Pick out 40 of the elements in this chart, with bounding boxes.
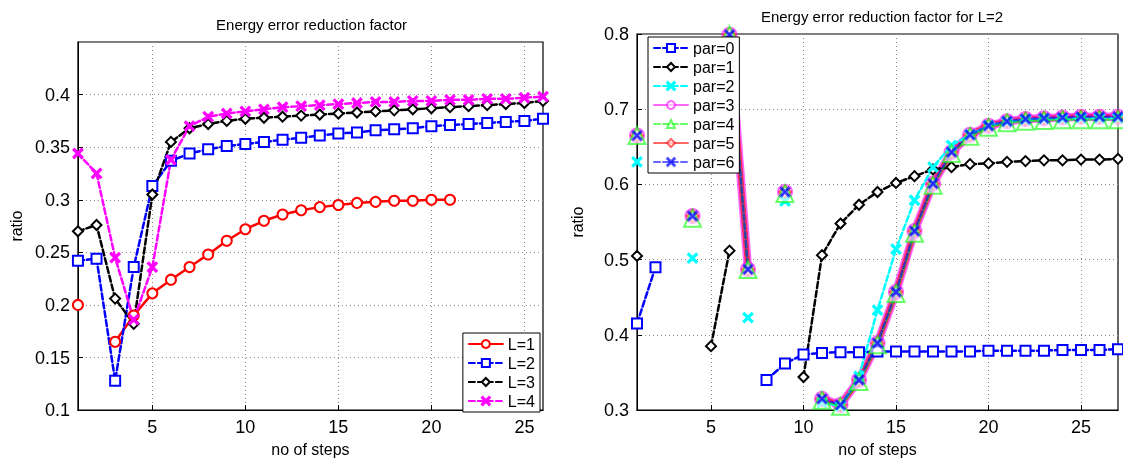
x-tick-label: 25 bbox=[1070, 417, 1092, 438]
legend-label: par=1 bbox=[693, 58, 735, 76]
x-tick-label: 5 bbox=[147, 417, 158, 438]
x-tick-label: 10 bbox=[793, 417, 814, 438]
legend-label: par=3 bbox=[693, 96, 735, 114]
x-tick-label: 15 bbox=[328, 417, 349, 438]
y-tick-label: 0.4 bbox=[603, 324, 629, 345]
x-tick-label: 20 bbox=[978, 417, 999, 438]
x-tick-label: 20 bbox=[421, 417, 442, 438]
y-tick-label: 0.2 bbox=[44, 294, 70, 315]
chart-title: Energy error reduction factor bbox=[216, 16, 407, 33]
y-axis-title: ratio bbox=[7, 210, 25, 242]
x-tick-label: 25 bbox=[514, 417, 535, 438]
x-axis-title: no of steps bbox=[838, 440, 917, 458]
y-tick-label: 0.8 bbox=[603, 24, 629, 44]
x-tick-label: 15 bbox=[885, 417, 907, 438]
x-axis-title: no of steps bbox=[271, 440, 350, 458]
legend-label: par=0 bbox=[693, 39, 735, 57]
legend-label: L=4 bbox=[507, 392, 536, 410]
legend-label: par=6 bbox=[693, 153, 735, 171]
legend-label: par=4 bbox=[693, 115, 735, 133]
legend-label: par=2 bbox=[693, 77, 735, 95]
y-tick-label: 0.6 bbox=[603, 174, 629, 195]
y-tick-label: 0.7 bbox=[603, 99, 629, 120]
y-tick-label: 0.1 bbox=[44, 400, 70, 421]
y-tick-label: 0.35 bbox=[34, 137, 70, 158]
legend-label: L=2 bbox=[507, 354, 536, 372]
y-axis-title: ratio bbox=[568, 206, 586, 238]
y-tick-label: 0.15 bbox=[34, 347, 70, 368]
y-tick-label: 0.3 bbox=[603, 400, 629, 421]
y-tick-label: 0.3 bbox=[44, 189, 70, 210]
legend-label: L=3 bbox=[507, 373, 536, 391]
x-tick-label: 5 bbox=[705, 417, 717, 438]
x-tick-label: 10 bbox=[235, 417, 256, 438]
legend-label: par=5 bbox=[693, 134, 735, 152]
legend-label: L=1 bbox=[507, 335, 536, 353]
y-tick-label: 0.5 bbox=[603, 249, 629, 270]
y-tick-label: 0.4 bbox=[44, 84, 70, 105]
y-tick-label: 0.25 bbox=[34, 242, 70, 263]
chart-title: Energy error reduction factor for L=2 bbox=[760, 8, 1004, 25]
